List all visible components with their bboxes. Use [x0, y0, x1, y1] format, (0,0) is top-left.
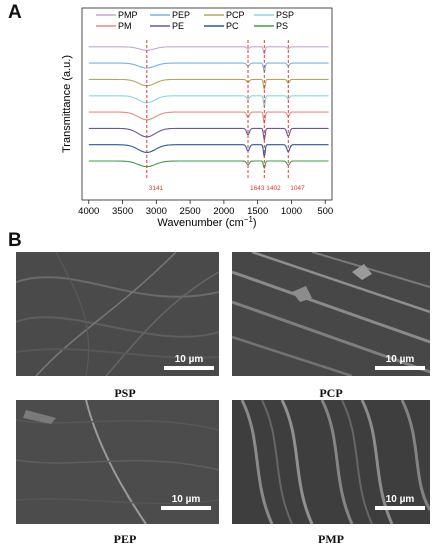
series-line-pc	[88, 144, 329, 158]
plot-frame	[81, 7, 333, 201]
peak-label: 1643	[250, 185, 265, 192]
series-line-pm	[88, 111, 329, 124]
sem-image-psp: 10 µm	[16, 252, 219, 376]
y-axis-label: Transmittance (a.u.)	[61, 55, 73, 153]
scale-bar: 10 µm	[164, 354, 214, 370]
legend-label: PCP	[226, 10, 245, 20]
x-tick-label: 3500	[112, 206, 133, 217]
sem-texture	[16, 252, 219, 376]
series-layer	[88, 46, 329, 169]
sem-caption-pmp: PMP	[318, 532, 344, 546]
x-tick-label: 1500	[247, 206, 268, 217]
scale-label: 10 µm	[174, 354, 204, 365]
scale-bar: 10 µm	[375, 494, 425, 510]
scale-bar-line	[161, 506, 211, 510]
sem-texture	[232, 252, 430, 376]
series-line-pcp	[88, 78, 329, 90]
legend-label: PC	[226, 21, 239, 31]
series-line-ps	[88, 160, 329, 169]
legend-label: PE	[172, 21, 184, 31]
x-tick-label: 2500	[180, 206, 201, 217]
peak-label: 1047	[290, 185, 305, 192]
legend-label: PMP	[118, 10, 138, 20]
sem-caption-pcp: PCP	[319, 386, 343, 400]
scale-label: 10 µm	[385, 354, 415, 365]
scale-bar: 10 µm	[161, 494, 211, 510]
sem-texture	[16, 400, 219, 524]
legend-label: PEP	[172, 10, 190, 20]
x-axis-ticks: 4000 3500 3000 2500 2000 1500 1000 500	[78, 200, 333, 217]
series-line-pmp	[88, 46, 329, 55]
legend-label: PS	[276, 21, 288, 31]
x-tick-label: 4000	[78, 206, 99, 217]
sem-caption-psp: PSP	[114, 386, 136, 400]
scale-bar-line	[375, 506, 425, 510]
scale-bar: 10 µm	[375, 354, 425, 370]
panel-a-label: A	[8, 2, 22, 23]
sem-image-pmp: 10 µm	[232, 400, 430, 524]
sem-caption-pep: PEP	[113, 532, 137, 546]
x-axis-label: Wavenumber (cm−1)	[157, 215, 256, 229]
series-line-psp	[88, 95, 329, 107]
legend-label: PM	[118, 21, 132, 31]
x-tick-label: 3000	[146, 206, 167, 217]
ftir-chart: 3141 1643 1402 1047 PMP PEP PCP PSP PM PE PC PS 40…	[61, 7, 333, 229]
scale-label: 10 µm	[385, 494, 415, 505]
peak-layer: 3141 1643 1402 1047	[146, 40, 305, 192]
scale-label: 10 µm	[171, 494, 201, 505]
chart-legend: PMP PEP PCP PSP PM PE PC PS	[96, 10, 294, 31]
peak-label: 1402	[266, 185, 281, 192]
scale-bar-line	[375, 366, 425, 370]
x-tick-label: 500	[317, 206, 333, 217]
series-line-pe	[88, 127, 329, 141]
x-tick-label: 1000	[281, 206, 302, 217]
panel-b-label: B	[8, 230, 22, 251]
sem-image-pep: 10 µm	[16, 400, 219, 524]
scale-bar-line	[164, 366, 214, 370]
sem-image-pcp: 10 µm	[232, 252, 430, 376]
series-line-pep	[88, 62, 329, 73]
sem-texture	[232, 400, 430, 524]
legend-label: PSP	[276, 10, 294, 20]
peak-label: 3141	[149, 185, 164, 192]
x-tick-label: 2000	[213, 206, 234, 217]
